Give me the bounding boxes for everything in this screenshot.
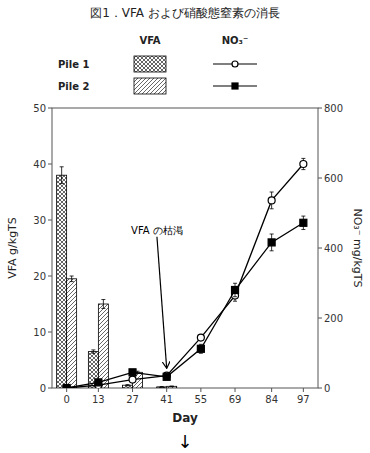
x-tick	[66, 388, 67, 392]
bar	[123, 385, 133, 388]
point	[232, 287, 239, 294]
y-tick	[48, 108, 52, 109]
note: ↓	[177, 431, 192, 452]
y-tick-label: 40	[33, 159, 46, 170]
x-tick-label: 97	[297, 394, 310, 405]
plot-data	[57, 158, 307, 388]
y-tick	[48, 164, 52, 165]
x-tick	[166, 388, 167, 392]
error-bar	[60, 167, 64, 184]
legend-label: Pile 2	[58, 81, 89, 92]
line	[67, 223, 304, 388]
y2-tick-label: 600	[324, 173, 343, 184]
point	[129, 369, 136, 376]
legend-swatch	[134, 78, 166, 94]
x-tick-label: 0	[63, 394, 69, 405]
legend: VFA NO₃⁻ Pile 1 Pile 2	[58, 35, 257, 94]
point	[300, 219, 307, 226]
point	[95, 379, 102, 386]
x-tick	[132, 388, 133, 392]
x-tick-label: 69	[229, 394, 242, 405]
y2-tick	[318, 178, 322, 179]
error-bar	[101, 300, 105, 309]
y-tick-label: 20	[33, 271, 46, 282]
error-bar	[170, 386, 174, 388]
y-tick-label: 0	[40, 383, 46, 394]
error-bar	[70, 276, 74, 282]
x-axis-label: Day	[172, 411, 198, 425]
x-tick	[235, 388, 236, 392]
y2-tick-label: 400	[324, 243, 343, 254]
point	[300, 161, 307, 168]
legend-label: Pile 1	[58, 59, 89, 70]
error-bar	[160, 386, 164, 388]
y2-tick	[318, 108, 322, 109]
point	[63, 385, 70, 389]
x-tick-label: 55	[194, 394, 207, 405]
x-tick	[200, 388, 201, 392]
line	[67, 164, 304, 388]
x-tick	[303, 388, 304, 392]
y-tick	[48, 388, 52, 389]
x-tick-label: 84	[265, 394, 278, 405]
x-tick-label: 27	[126, 394, 139, 405]
y-tick-label: 30	[33, 215, 46, 226]
y2-tick-label: 800	[324, 103, 343, 114]
y-tick-label: 50	[33, 103, 46, 114]
y-tick	[48, 220, 52, 221]
y2-tick	[318, 248, 322, 249]
point	[63, 385, 70, 389]
legend-marker	[232, 61, 238, 67]
x-tick-label: 13	[92, 394, 105, 405]
y-tick	[48, 332, 52, 333]
y2-tick	[318, 318, 322, 319]
bar	[157, 387, 167, 388]
legend-swatch	[134, 56, 166, 72]
bar	[57, 175, 67, 388]
bar	[167, 386, 177, 388]
y-tick-label: 10	[33, 327, 46, 338]
y2-tick-label: 200	[324, 313, 343, 324]
legend-marker	[232, 83, 238, 89]
x-tick	[98, 388, 99, 392]
plot-frame	[52, 108, 318, 388]
legend-header: NO₃⁻	[222, 35, 249, 46]
point	[268, 197, 275, 204]
x-tick	[271, 388, 272, 392]
chart: 図1．VFA および硝酸態窒素の消長 0 13 27 41 55 69 84 97 0 10 20 30…	[0, 0, 370, 453]
point	[197, 345, 204, 352]
point	[129, 376, 136, 383]
error-bar	[91, 350, 95, 353]
y2-axis-label: NO₃⁻ mg/kgTS	[351, 208, 364, 287]
annotation: VFA の枯渇	[131, 225, 183, 236]
y2-tick-label: 0	[324, 383, 330, 394]
legend-header: VFA	[139, 35, 160, 46]
bar	[67, 279, 77, 388]
title: 図1．VFA および硝酸態窒素の消長	[90, 6, 280, 20]
bar	[98, 304, 108, 388]
y-axis-label: VFA g/kgTS	[6, 217, 19, 279]
annotation-arrow	[157, 237, 167, 369]
point	[197, 334, 204, 341]
x-tick-label: 41	[160, 394, 173, 405]
point	[163, 373, 170, 380]
error-bar	[126, 385, 130, 386]
point	[268, 239, 275, 246]
y2-tick	[318, 388, 322, 389]
y-tick	[48, 276, 52, 277]
